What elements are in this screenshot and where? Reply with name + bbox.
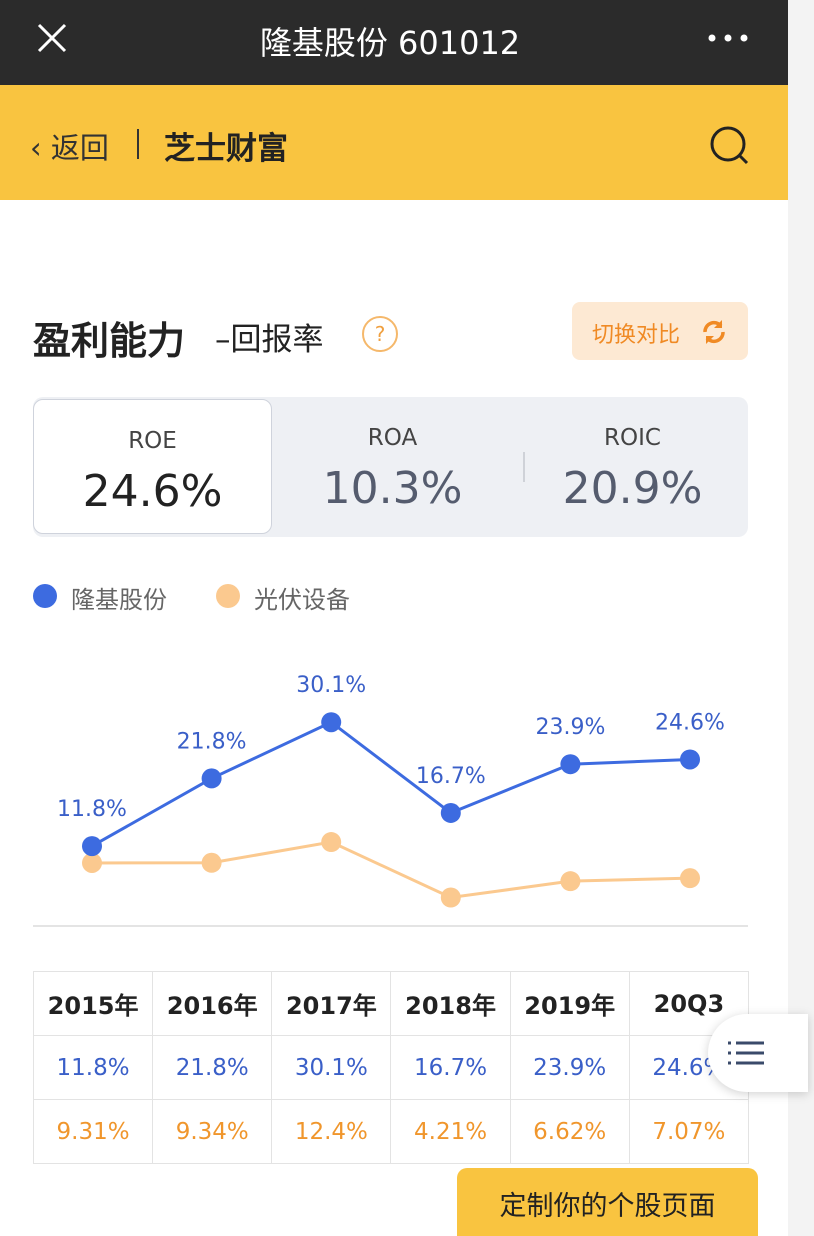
header-cell: 2019年 xyxy=(509,971,630,1036)
data-point xyxy=(440,802,461,823)
back-button[interactable]: ‹ 返回 xyxy=(30,131,109,165)
close-button[interactable] xyxy=(36,22,68,54)
value-cell: 21.8% xyxy=(152,1035,273,1100)
refresh-icon xyxy=(703,320,725,344)
metric-tab[interactable]: ROA 10.3% xyxy=(273,397,512,537)
table-row: 11.8% 21.8% 30.1% 16.7% 23.9% 24.6% xyxy=(32,1035,750,1100)
value-cell: 7.07% xyxy=(628,1099,750,1164)
tab-divider xyxy=(523,452,525,482)
header-cell: 2018年 xyxy=(390,971,511,1036)
back-label: 返回 xyxy=(50,131,109,165)
data-label: 23.9% xyxy=(535,715,605,740)
value-cell: 9.34% xyxy=(152,1099,273,1164)
metric-label: ROE xyxy=(128,428,177,454)
value-cell: 4.21% xyxy=(390,1099,511,1164)
section-title: 盈利能力 xyxy=(33,319,186,363)
customize-button[interactable]: 定制你的个股页面 xyxy=(457,1168,758,1236)
more-button[interactable] xyxy=(706,30,750,46)
page-title: 隆基股份 601012 xyxy=(259,24,521,62)
metric-tab[interactable]: ROE 24.6% xyxy=(33,399,272,534)
value-cell: 23.9% xyxy=(509,1035,630,1100)
metric-label: ROIC xyxy=(604,425,661,451)
switch-button[interactable]: 切换对比 xyxy=(572,302,748,360)
table-row: 9.31% 9.34% 12.4% 4.21% 6.62% 7.07% xyxy=(32,1099,750,1164)
data-point xyxy=(82,852,102,873)
metric-value: 20.9% xyxy=(562,463,703,514)
data-point xyxy=(201,852,222,873)
table-header: 2015年 2016年 2017年 2018年 2019年 20Q3 xyxy=(32,971,750,1036)
value-cell: 6.62% xyxy=(509,1099,630,1164)
brand: 芝士财富 xyxy=(164,131,288,167)
data-label: 16.7% xyxy=(416,764,486,789)
data-table: 2015年 2016年 2017年 2018年 2019年 20Q3 11.8% 21.8% 3… xyxy=(32,971,750,1164)
data-point xyxy=(82,836,102,857)
list-icon xyxy=(728,1041,764,1065)
value-cell: 9.31% xyxy=(32,1099,154,1164)
line-chart: 11.8% 21.8% 30.1% 16.7% 23.9% 24.6% xyxy=(33,673,748,927)
metric-label: ROA xyxy=(367,425,418,451)
data-point xyxy=(560,754,581,775)
data-label: 24.6% xyxy=(655,710,725,735)
search-button[interactable] xyxy=(708,124,752,168)
header-cell: 2017年 xyxy=(271,971,392,1036)
legend-dot xyxy=(33,584,57,608)
data-point xyxy=(321,712,342,733)
help-button[interactable]: ? xyxy=(362,316,398,352)
customize-label: 定制你的个股页面 xyxy=(499,1191,716,1222)
header-cell: 2016年 xyxy=(152,971,273,1036)
data-label: 30.1% xyxy=(296,673,366,698)
series-line xyxy=(91,720,691,848)
value-cell: 11.8% xyxy=(32,1035,154,1100)
data-point xyxy=(680,868,700,889)
metric-value: 24.6% xyxy=(82,466,223,517)
nav-bar: ‹ 返回 芝士财富 xyxy=(0,85,788,200)
value-cell: 12.4% xyxy=(271,1099,392,1164)
data-label: 11.8% xyxy=(57,797,127,822)
series-line xyxy=(91,840,691,900)
value-cell: 30.1% xyxy=(271,1035,392,1100)
data-point xyxy=(440,887,461,908)
metric-tab[interactable]: ROIC 20.9% xyxy=(513,397,752,537)
metric-tabs: ROE 24.6% ROA 10.3% ROIC 20.9% xyxy=(33,397,748,537)
divider xyxy=(137,129,139,159)
switch-label: 切换对比 xyxy=(592,323,681,348)
data-point xyxy=(321,832,342,853)
header-cell: 2015年 xyxy=(32,971,154,1036)
list-button[interactable] xyxy=(708,1014,808,1092)
value-cell: 16.7% xyxy=(390,1035,511,1100)
section-subtitle: –回报率 xyxy=(215,322,324,358)
data-point xyxy=(680,749,700,770)
metric-value: 10.3% xyxy=(322,463,463,514)
data-point xyxy=(201,768,222,789)
data-label: 21.8% xyxy=(177,729,247,754)
legend-label: 隆基股份 xyxy=(71,586,167,614)
data-point xyxy=(560,871,581,892)
top-bar: 隆基股份 601012 xyxy=(0,0,788,85)
legend-dot xyxy=(216,584,240,608)
legend-label: 光伏设备 xyxy=(254,586,350,614)
